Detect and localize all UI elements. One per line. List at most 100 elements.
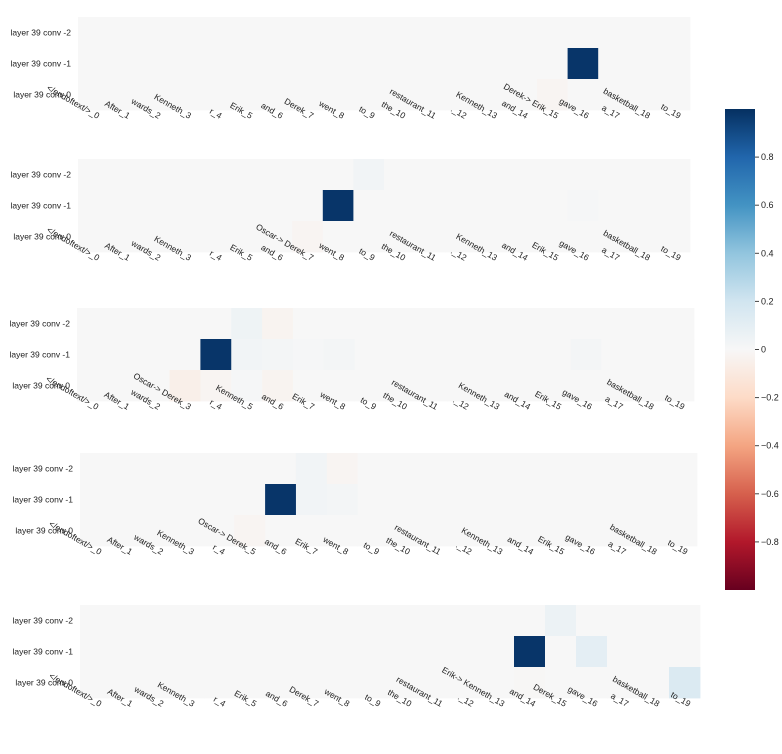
heatmap-cell <box>78 48 109 80</box>
heatmap-cell <box>265 453 297 485</box>
heatmap-cell <box>607 667 639 699</box>
heatmap-cell <box>663 339 695 371</box>
heatmap-cell <box>416 370 448 402</box>
heatmap-cell <box>669 667 701 699</box>
y-axis-tick-label: layer 39 conv -1 <box>11 201 72 211</box>
heatmap-cell <box>111 667 143 699</box>
heatmap-cell <box>107 339 140 371</box>
heatmap-cell <box>323 370 356 402</box>
heatmap-cell <box>108 159 140 191</box>
heatmap-cell <box>323 339 356 371</box>
heatmap-cell <box>537 159 568 191</box>
heatmap-cell <box>576 636 608 668</box>
heatmap-cell <box>604 453 636 485</box>
heatmap-cell <box>234 484 266 516</box>
heatmap-cell <box>445 48 477 80</box>
heatmap-cell <box>200 79 232 111</box>
heatmap-cell <box>110 453 143 485</box>
heatmap-cell <box>508 370 541 402</box>
heatmap-cell <box>297 667 329 699</box>
heatmap-cell <box>262 370 294 402</box>
heatmap-cell <box>414 159 446 191</box>
heatmap-cell <box>632 308 664 340</box>
heatmap-cell <box>142 636 174 668</box>
heatmap-cell <box>203 515 235 547</box>
heatmap-cell <box>200 190 232 222</box>
heatmap-cell <box>138 370 170 402</box>
y-axis-tick-label: layer 39 conv -2 <box>13 464 74 474</box>
heatmap-cell <box>506 48 538 80</box>
heatmap-cell <box>447 339 479 371</box>
heatmap-cell <box>663 308 695 340</box>
heatmap-cell <box>475 79 507 111</box>
heatmap-cell <box>567 79 599 111</box>
heatmap-cell <box>414 79 446 111</box>
heatmap-panel-2: layer 39 conv -2 layer 39 conv -1 layer 39… <box>11 159 691 263</box>
colorbar-tick-label: 0.8 <box>761 152 774 162</box>
heatmap-cell <box>601 370 633 402</box>
heatmap-cell <box>388 484 420 516</box>
heatmap-cell <box>200 308 232 340</box>
heatmap-cell <box>292 79 324 111</box>
heatmap-cell <box>567 17 599 49</box>
heatmap-cell <box>172 515 204 547</box>
heatmap-cell <box>669 605 701 637</box>
heatmap-cell <box>659 79 691 111</box>
heatmap-cell <box>142 667 174 699</box>
heatmap-cell <box>78 190 109 222</box>
heatmap-cell <box>141 515 173 547</box>
heatmap-cell <box>297 605 329 637</box>
y-axis-tick-label: layer 39 conv 0 <box>15 526 73 536</box>
heatmap-cell <box>80 667 112 699</box>
y-axis-tick-label: layer 39 conv 0 <box>13 232 71 242</box>
heatmap-cell <box>139 159 171 191</box>
heatmap-cell <box>322 17 354 49</box>
heatmap-cell <box>663 370 695 402</box>
heatmap-cell <box>292 339 325 371</box>
heatmap-cell <box>452 605 484 637</box>
heatmap-cell <box>390 605 422 637</box>
y-axis-tick-label: layer 39 conv -2 <box>11 170 72 180</box>
heatmap-cell <box>635 453 667 485</box>
heatmap-cell <box>231 79 262 111</box>
heatmap-cell <box>231 308 263 340</box>
heatmap-cell <box>108 221 140 253</box>
colorbar-tick-label: −0.2 <box>761 393 779 403</box>
heatmap-cell <box>292 308 325 340</box>
heatmap-cell <box>421 636 453 668</box>
colorbar-tick-label: −0.6 <box>761 489 779 499</box>
heatmap-cell <box>539 308 571 340</box>
heatmap-cell <box>235 605 267 637</box>
heatmap-cell <box>567 159 599 191</box>
heatmap-cell <box>545 667 577 699</box>
heatmap-cell <box>452 667 484 699</box>
y-axis-tick-label: layer 39 conv -1 <box>13 495 74 505</box>
heatmap-cell <box>475 159 507 191</box>
heatmap-cell <box>537 17 568 49</box>
heatmap-cell <box>573 484 605 516</box>
heatmap-cell <box>659 190 691 222</box>
heatmap-cell <box>359 636 391 668</box>
heatmap-cell <box>445 17 477 49</box>
heatmap-cell <box>666 453 698 485</box>
heatmap-cell <box>292 48 324 80</box>
heatmap-cell <box>110 515 143 547</box>
heatmap-cell <box>234 453 266 485</box>
heatmap-cell <box>141 453 173 485</box>
heatmap-cell <box>385 339 417 371</box>
heatmap-cell <box>139 17 171 49</box>
heatmap-cell <box>322 48 354 80</box>
heatmap-cell <box>567 48 599 80</box>
heatmap-cell <box>573 453 605 485</box>
heatmap-cell <box>108 190 140 222</box>
heatmap-cell <box>169 339 201 371</box>
heatmap-cell <box>353 17 385 49</box>
heatmap-cell <box>384 79 415 111</box>
heatmap-cell <box>545 605 577 637</box>
heatmap-cell <box>203 484 235 516</box>
heatmap-cell <box>328 636 360 668</box>
heatmap-cell <box>601 339 633 371</box>
heatmap-panels: layer 39 conv -2 layer 39 conv -1 layer 39… <box>10 17 701 709</box>
heatmap-cell <box>231 48 262 80</box>
heatmap-cell <box>139 190 171 222</box>
